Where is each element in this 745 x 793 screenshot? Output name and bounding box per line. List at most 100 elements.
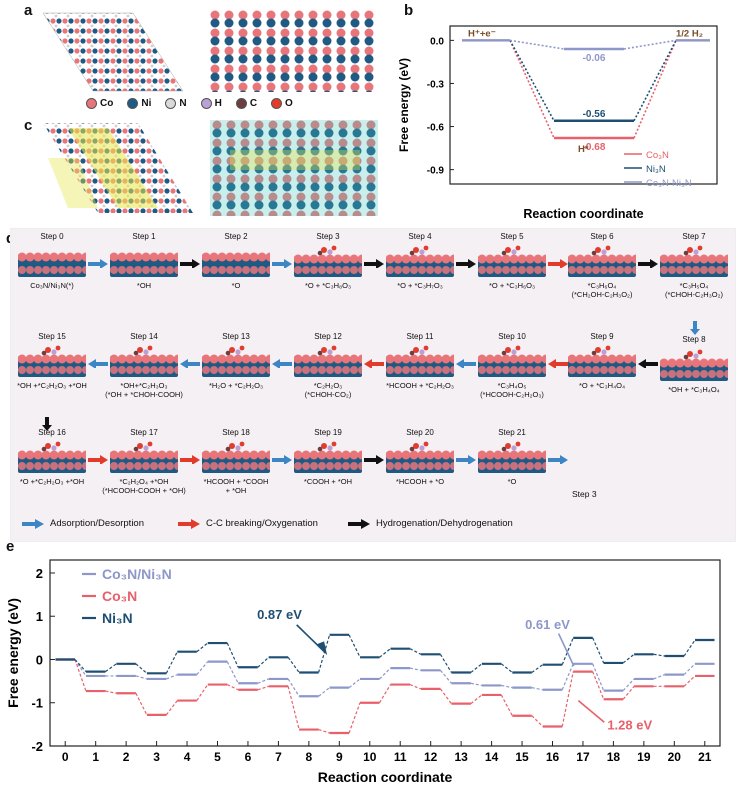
atom-legend-label: O [285, 98, 293, 109]
arrow-legend-item: Adsorption/Desorption [22, 518, 144, 529]
chart-b-value-label: -0.06 [583, 53, 606, 64]
legend-arrow-icon [178, 518, 200, 529]
chart-b-ytick-label: 0.0 [430, 36, 444, 47]
catalyst-slab [294, 343, 362, 377]
chart-e-connector [622, 685, 635, 700]
chart-b-connector [509, 39, 565, 50]
catalyst-slab [386, 343, 454, 377]
chart-b-ytick-label: -0.9 [427, 166, 445, 177]
panel-label-c: c [24, 117, 33, 134]
chart-e-xtick-label: 17 [576, 750, 590, 764]
step-arrow-icon [88, 359, 108, 368]
chart-b-value-label: -0.68 [583, 142, 606, 153]
step-arrow-icon [638, 359, 658, 368]
step-title: Step 18 [222, 428, 250, 437]
chart-e-connector [257, 656, 270, 668]
chart-b-connector [633, 40, 677, 139]
chart-e-legend-label: Co₃N [102, 588, 137, 604]
step-end-label: Step 3 [572, 489, 597, 499]
step-arrow-icon [456, 455, 476, 464]
chart-e-connector [622, 678, 635, 692]
step-arrow-icon [272, 259, 292, 268]
chart-e-xtick-label: 14 [485, 750, 499, 764]
chart-b-legend-label: Co₃N [646, 150, 669, 161]
step-caption: *HCOOH + *C₂H₂O₃ [386, 381, 454, 390]
chart-e-connector [105, 663, 117, 673]
chart-e-ytick-label: 2 [36, 566, 43, 581]
chart-e-connector [226, 661, 239, 684]
chart-e-annotation-arrowhead [316, 641, 328, 656]
chart-b-connector [623, 39, 677, 50]
step-arrow-icon [548, 259, 568, 268]
chart-e-connector [287, 678, 300, 697]
chart-e-ytick-label: 0 [36, 652, 43, 667]
catalyst-slab [386, 439, 454, 473]
chart-e-annotation-arrow [577, 699, 605, 723]
chart-b-connector [509, 39, 555, 122]
catalyst-slab [294, 439, 362, 473]
chart-e-xtick-label: 13 [454, 750, 468, 764]
chart-b-ytick-label: -0.6 [427, 123, 445, 134]
chart-e-connector [379, 684, 391, 704]
chart-e-connector [348, 678, 361, 689]
chart-e-connector [226, 684, 239, 691]
chart-e-annotation-arrow [557, 633, 575, 667]
atom-legend: Co Ni N H C O [86, 98, 293, 109]
step-title: Step 13 [222, 332, 250, 341]
step-title: Step 11 [406, 332, 434, 341]
chart-e-connector [622, 653, 635, 664]
step-caption: *HCOOH + *COOH + *OH [203, 477, 269, 495]
catalyst-slab [386, 243, 454, 277]
atom-legend-label: N [179, 98, 187, 109]
chart-e-connector [166, 674, 178, 680]
catalyst-slab [478, 343, 546, 377]
catalyst-slab [110, 343, 178, 377]
atom-legend-item: Co [86, 98, 113, 109]
structure-top-view-a [42, 12, 184, 92]
step-caption: *O [231, 281, 241, 290]
atom-dot-icon [200, 98, 212, 109]
step-arrow-icon [548, 455, 568, 464]
chart-e-annotation-co3n: 1.28 eV [607, 717, 652, 732]
catalyst-slab [568, 243, 636, 277]
catalyst-slab [478, 439, 546, 473]
atom-legend-item: Ni [127, 98, 151, 109]
chart-e-xtick-label: 11 [394, 750, 407, 764]
chart-e-xtick-label: 7 [275, 750, 282, 764]
chart-e-connector [592, 637, 605, 664]
charge-density-side-view-c [210, 120, 378, 216]
panel-label-b: b [404, 2, 414, 19]
step-arrow-icon [456, 259, 476, 268]
legend-arrow-icon [22, 518, 44, 529]
atom-legend-item: O [271, 98, 293, 109]
chart-e-connector [531, 715, 544, 727]
arrow-legend-item: Hydrogenation/Dehydrogenation [348, 518, 513, 529]
step-title: Step 15 [38, 332, 66, 341]
chart-e-connector [226, 642, 239, 668]
chart-e-connector [135, 663, 148, 674]
chart-b-connector [509, 40, 555, 139]
chart-b-legend-label: Ni₃N [646, 164, 666, 175]
chart-e-annotation-ni3n: 0.87 eV [257, 607, 302, 622]
step-arrow-icon [364, 259, 384, 268]
chart-e-free-energy-pathway: 210-1-20 1 2 3 4 5 6 7 8 9 10 11 12 13 14 15 16 17 18 19 20 2… [5, 559, 721, 785]
atom-dot-icon [127, 98, 139, 109]
chart-e-xtick-label: 19 [637, 750, 651, 764]
chart-b-connector [633, 39, 677, 122]
chart-e-connector [348, 702, 361, 734]
step-title: Step 12 [314, 332, 342, 341]
step-caption: *OH+*C₂H₃O₃ (*OH + *CHOH-COOH) [105, 381, 183, 399]
chart-e-connector [74, 659, 87, 677]
panel-label-a: a [24, 2, 33, 19]
chart-e-connector [379, 648, 391, 658]
step-caption: *O + *C₃H₄O₄ [578, 381, 626, 390]
chart-b-legend-label: Co₃N-Ni₃N [646, 178, 692, 189]
step-title: Step 7 [682, 232, 706, 241]
chart-e-connector [470, 682, 482, 687]
chart-e-connector [257, 678, 269, 684]
chart-e-xtick-label: 10 [363, 750, 377, 764]
chart-e-connector [318, 728, 330, 734]
step-caption: *O + *C₃H₈O₃ [304, 281, 352, 290]
chart-e-ytick-label: -2 [31, 739, 43, 754]
step-caption: *OH +*C₂H₂O₃ +*OH [17, 381, 87, 390]
